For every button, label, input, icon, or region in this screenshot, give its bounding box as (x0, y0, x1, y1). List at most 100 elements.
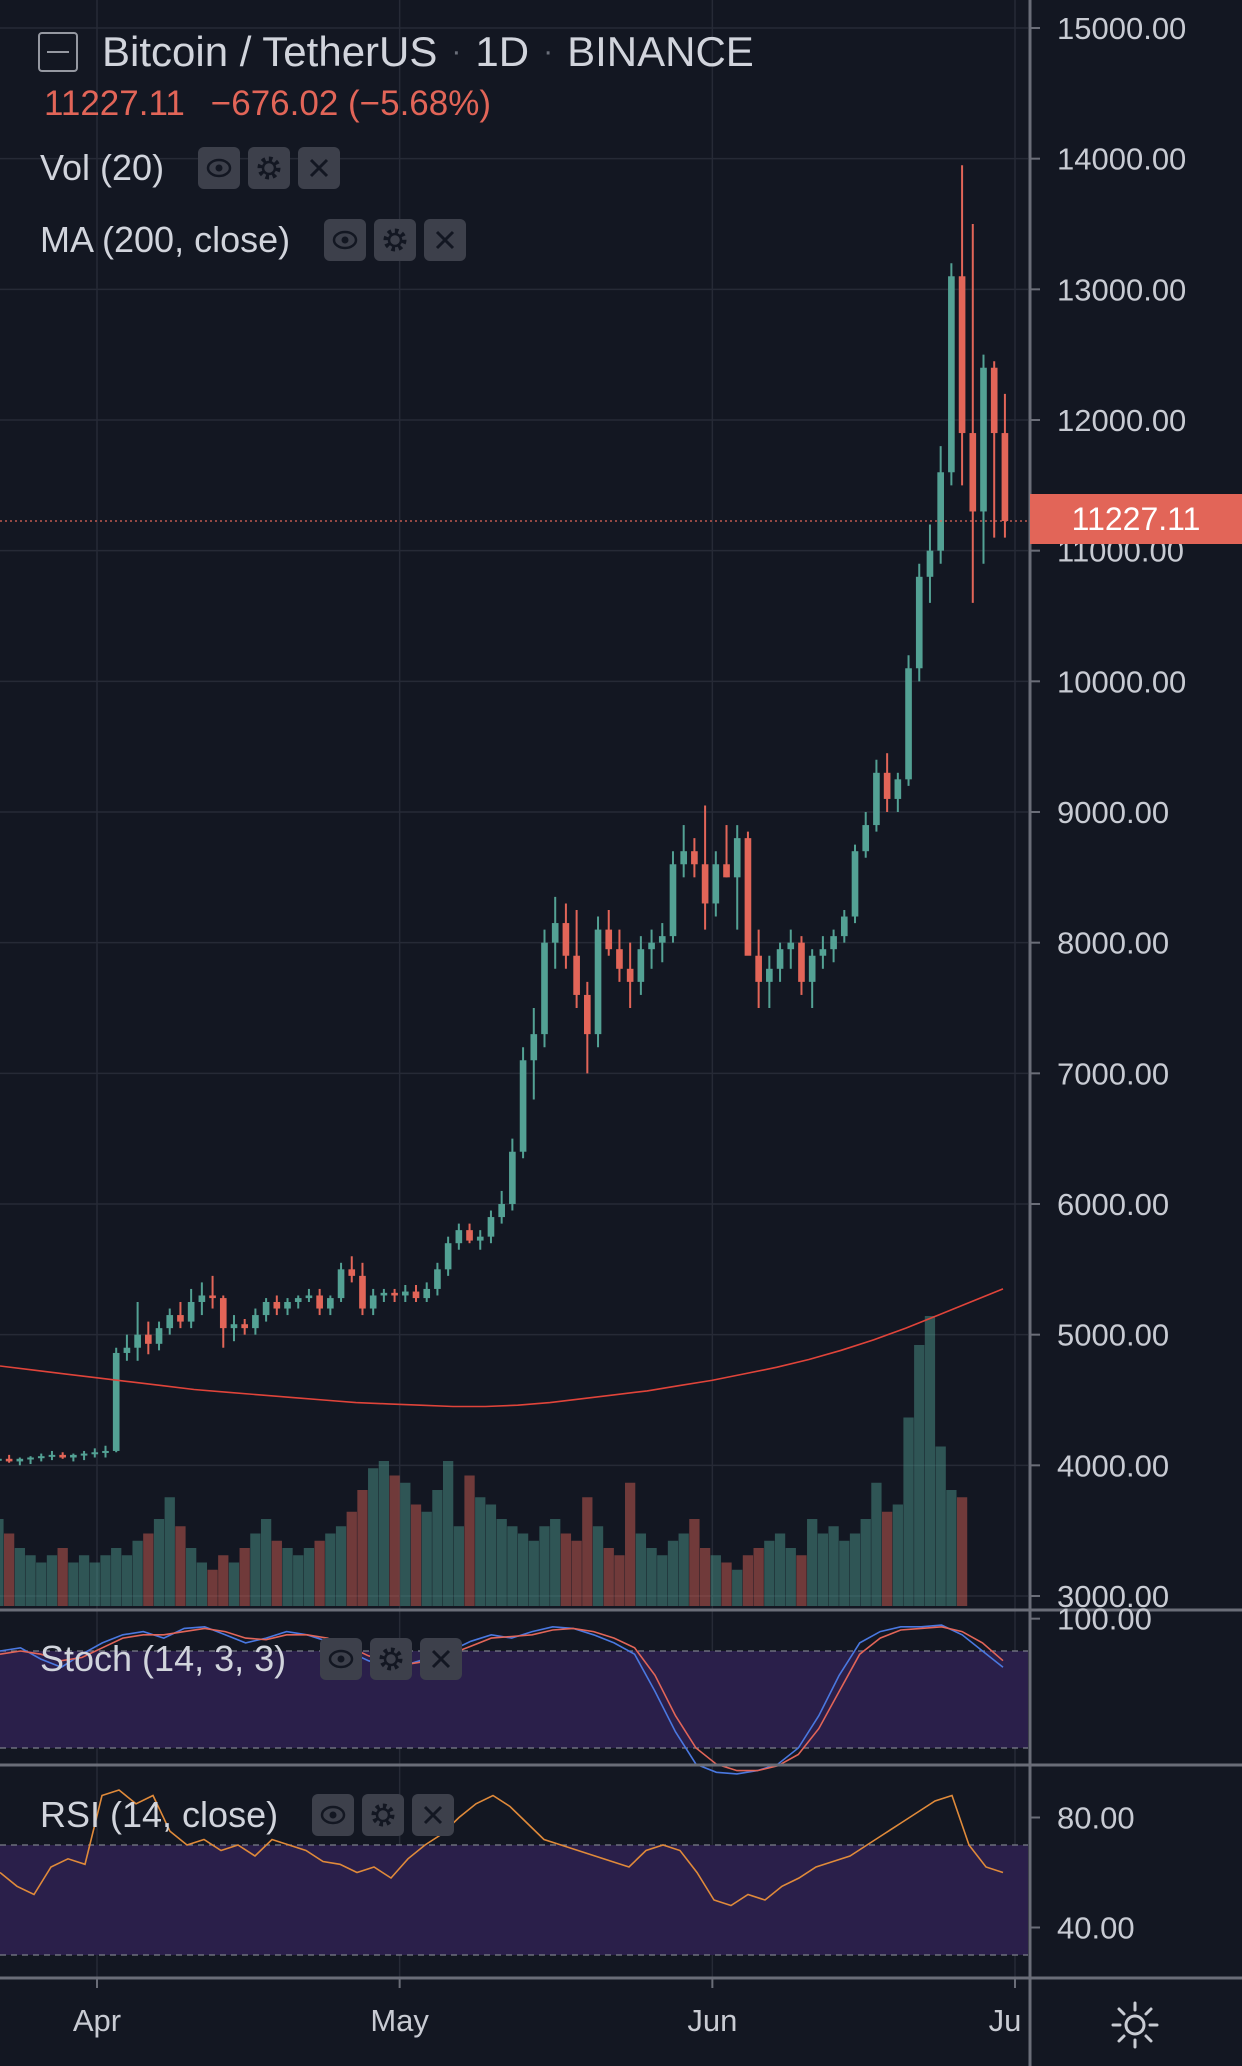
gear-icon[interactable] (362, 1794, 405, 1836)
sun-icon[interactable] (1110, 2000, 1160, 2050)
candle-body (819, 949, 827, 956)
candle-body (808, 955, 816, 982)
collapse-icon[interactable] (38, 32, 78, 72)
close-icon[interactable] (420, 1638, 463, 1680)
close-icon[interactable] (412, 1794, 455, 1836)
volume-bar (475, 1497, 486, 1606)
volume-bar (421, 1511, 432, 1606)
volume-bar (946, 1490, 957, 1606)
volume-bar (796, 1555, 807, 1606)
volume-bar (175, 1526, 186, 1606)
candle-body (37, 1456, 45, 1459)
volume-bar (528, 1540, 539, 1606)
candle-body (294, 1298, 302, 1302)
eye-icon[interactable] (198, 147, 241, 189)
volume-bar (25, 1555, 36, 1606)
volume-bar (817, 1533, 829, 1606)
current-price-tag: 11227.11 (1030, 494, 1242, 544)
candle-body (509, 1151, 516, 1204)
volume-bar (3, 1533, 15, 1606)
rsi-pane (0, 1789, 1028, 1956)
candle-body (102, 1450, 109, 1453)
volume-bar (132, 1540, 143, 1606)
candle-body (252, 1315, 259, 1329)
volume-bar (710, 1555, 721, 1606)
eye-icon[interactable] (320, 1638, 363, 1680)
candle-body (80, 1453, 88, 1456)
volume-bar (368, 1468, 379, 1606)
y-tick-label: 13000.00 (1057, 272, 1186, 307)
candle-body (91, 1452, 99, 1455)
volume-bar (357, 1490, 368, 1606)
volume-bar (678, 1533, 689, 1606)
gear-icon[interactable] (374, 219, 417, 261)
candle-body (123, 1347, 131, 1353)
volume-bar (892, 1504, 903, 1606)
candle-body (166, 1315, 174, 1329)
volume-bar (186, 1548, 197, 1606)
candle-body (616, 949, 623, 969)
volume-bar (914, 1345, 925, 1606)
rsi-legend: RSI (14, close) (40, 1794, 455, 1836)
rsi-tick-label: 40.00 (1057, 1911, 1135, 1946)
candle-body (969, 433, 977, 512)
candle-body (230, 1324, 238, 1329)
interval-label[interactable]: 1D (475, 28, 530, 75)
volume-bar (464, 1475, 475, 1606)
volume-bar (218, 1555, 229, 1606)
separator-dot: · (451, 35, 462, 68)
candle-body (0, 1458, 2, 1461)
candle-body (883, 772, 891, 799)
candle-body (262, 1302, 270, 1316)
symbol-name[interactable]: Bitcoin / TetherUS (102, 28, 438, 75)
candle-body (562, 923, 570, 956)
volume-bar (603, 1548, 614, 1606)
candle-body (112, 1352, 120, 1451)
eye-icon[interactable] (312, 1794, 355, 1836)
volume-bar (378, 1461, 390, 1606)
volume-bar (860, 1519, 871, 1606)
gear-icon[interactable] (370, 1638, 413, 1680)
candle-body (787, 942, 795, 950)
volume-bar (582, 1497, 593, 1606)
ma-line-layer (0, 520, 1028, 1408)
y-tick-label: 15000.00 (1057, 11, 1186, 46)
candle-body (219, 1298, 227, 1329)
vol-label: Vol (20) (40, 147, 165, 188)
candle-body (680, 851, 688, 865)
volume-bar (753, 1548, 764, 1606)
candle-body (894, 779, 902, 799)
volume-bar (432, 1490, 443, 1606)
candle-body (691, 851, 698, 865)
volume-bar (571, 1540, 582, 1606)
volume-bar (956, 1497, 968, 1606)
rsi-band (0, 1845, 1028, 1955)
volume-bar (667, 1540, 679, 1606)
volume-bar (325, 1533, 336, 1606)
x-tick-label: Jun (687, 2003, 737, 2038)
volume-bar (507, 1526, 518, 1606)
volume-bar (935, 1446, 946, 1606)
volume-bar (68, 1562, 79, 1606)
candle-body (744, 838, 752, 956)
volume-bars (0, 1316, 968, 1606)
volume-bar (400, 1482, 411, 1606)
gear-icon[interactable] (248, 147, 291, 189)
ma200-line (0, 1288, 1004, 1408)
close-icon[interactable] (298, 147, 341, 189)
candle-body (712, 864, 720, 904)
candle-body (348, 1269, 356, 1276)
close-icon[interactable] (424, 219, 467, 261)
candle-body (915, 576, 923, 669)
candle-body (701, 864, 709, 904)
candle-body (337, 1269, 345, 1299)
price-change-row: 11227.11 −676.02 (−5.68%) (44, 84, 491, 124)
volume-bar (196, 1562, 208, 1606)
candle-body (59, 1454, 66, 1458)
eye-icon[interactable] (324, 219, 367, 261)
volume-bar (228, 1562, 240, 1606)
candle-body (658, 936, 666, 943)
candle-body (905, 668, 912, 780)
volume-bar (46, 1555, 58, 1606)
